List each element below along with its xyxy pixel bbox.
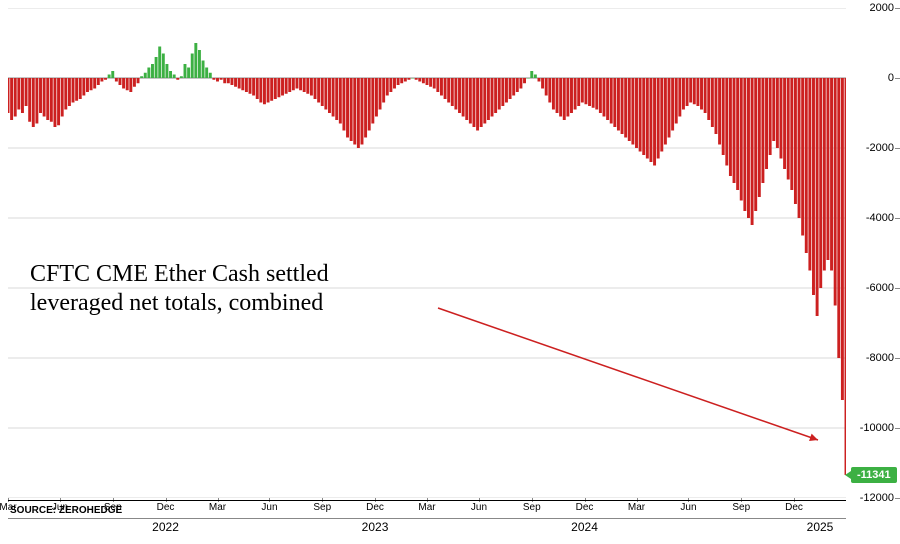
- x-tick-label: Jun: [680, 502, 696, 513]
- x-year-label: 2023: [362, 520, 389, 534]
- x-year-label: 2024: [571, 520, 598, 534]
- x-tick-label: Sep: [523, 502, 541, 513]
- x-tick-label: Dec: [785, 502, 803, 513]
- x-tick-label: Mar: [209, 502, 226, 513]
- x-year-label: 2022: [152, 520, 179, 534]
- source-divider: [8, 500, 846, 501]
- x-tick-label: Mar: [418, 502, 435, 513]
- y-tick-label: -12000: [860, 492, 894, 504]
- chart-title-line2: leveraged net totals, combined: [30, 290, 323, 316]
- bar-chart-svg: [8, 8, 846, 498]
- x-tick-label: Mar: [628, 502, 645, 513]
- x-tick-label: Dec: [576, 502, 594, 513]
- y-tick-label: -10000: [860, 422, 894, 434]
- x-tick-label: Dec: [157, 502, 175, 513]
- chart-title: CFTC CME Ether Cash settled leveraged ne…: [30, 260, 329, 318]
- x-tick-label: Sep: [313, 502, 331, 513]
- x-axis: Mar Jun Sep Dec 2022 Mar Jun Sep Dec 2023 Mar Jun Se…: [8, 498, 846, 544]
- y-tick-label: -2000: [866, 142, 894, 154]
- x-tick-label: Sep: [732, 502, 750, 513]
- x-tick-label: Dec: [366, 502, 384, 513]
- y-tick-label: 2000: [870, 2, 894, 14]
- last-value-badge: -11341: [851, 467, 897, 483]
- chart-plot-area: [8, 8, 846, 498]
- chart-title-line1: CFTC CME Ether Cash settled: [30, 261, 329, 287]
- source-label: SOURCE: ZEROHEDGE: [10, 505, 122, 516]
- x-year-label: 2025: [807, 520, 834, 534]
- x-tick-label: Jun: [261, 502, 277, 513]
- y-tick-label: -4000: [866, 212, 894, 224]
- x-tick-label: Jun: [471, 502, 487, 513]
- y-tick-label: -6000: [866, 282, 894, 294]
- y-tick-label: -8000: [866, 352, 894, 364]
- y-axis: 20000-2000-4000-6000-8000-10000-12000-11…: [846, 8, 900, 498]
- y-tick-label: 0: [888, 72, 894, 84]
